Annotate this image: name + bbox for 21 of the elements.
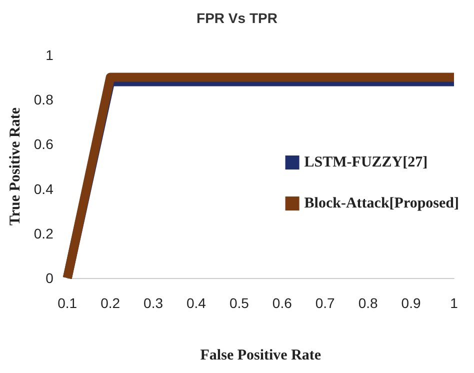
y-tick-label: 0.6 xyxy=(34,136,54,152)
y-axis-title: True Positive Rate xyxy=(8,107,24,226)
legend-label: Block-Attack[Proposed] xyxy=(304,196,460,212)
x-tick-label: 0.9 xyxy=(401,295,421,311)
x-tick-label: 0.5 xyxy=(229,295,250,311)
y-tick-label: 0.4 xyxy=(34,180,54,197)
y-tick-label: 1 xyxy=(46,47,54,63)
x-tick-label: 1 xyxy=(450,295,458,311)
chart-title: FPR Vs TPR xyxy=(196,10,278,26)
x-tick-label: 0.1 xyxy=(58,295,78,311)
y-tick-label: 0.2 xyxy=(34,225,54,242)
y-tick-label: 0.8 xyxy=(34,92,54,108)
x-tick-label: 0.8 xyxy=(358,295,378,311)
legend-label: LSTM-FUZZY[27] xyxy=(304,154,428,170)
x-tick-label: 0.6 xyxy=(272,295,292,311)
x-axis-title: False Positive Rate xyxy=(200,348,322,364)
x-tick-label: 0.4 xyxy=(186,295,206,311)
x-tick-label: 0.2 xyxy=(100,295,120,311)
y-tick-label: 0 xyxy=(46,270,54,286)
x-tick-label: 0.3 xyxy=(144,295,164,311)
x-tick-label: 0.7 xyxy=(315,295,336,311)
